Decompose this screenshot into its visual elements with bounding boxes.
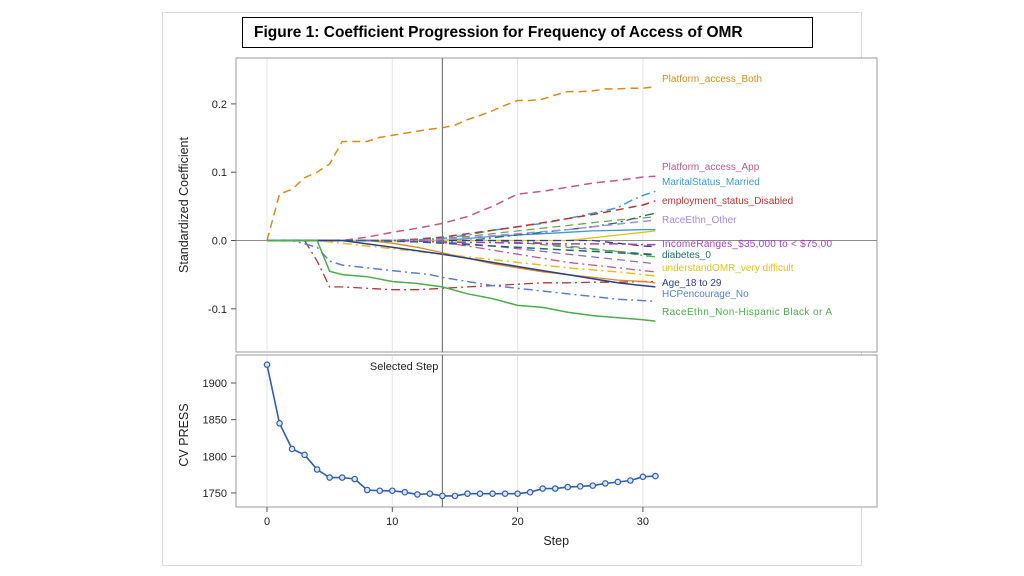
coefficient-line-10 [267,239,656,322]
series-label-6: diabetes_0 [662,250,711,261]
cv-press-point-24 [564,483,572,491]
bottom-ytick-label: 1750 [203,488,227,500]
cv-press-point-18 [489,490,496,497]
cv-press-point-20 [514,490,521,497]
top-ytick-label: 0.0 [212,236,227,248]
top-ytick-label: 0.1 [212,167,227,179]
bottom-xtick-label: 30 [637,516,649,528]
coefficient-line-unlabeled-0 [267,239,656,291]
cv-press-point-5 [326,474,333,481]
cv-press-point-30 [639,473,647,481]
coefficient-line-6 [267,239,656,256]
selected-step-annotation: Selected Step [370,361,439,373]
cv-press-point-11 [401,488,409,496]
series-label-7: understandOMR_very difficult [662,263,794,274]
series-label-0: Platform_access_Both [662,74,762,85]
cv-press-point-15 [451,492,459,500]
series-label-3: employment_status_Disabled [662,196,793,207]
cv-press-point-22 [539,485,546,492]
series-label-8: Age_18 to 29 [662,278,722,289]
series-label-5: IncomeRanges_$35,000 to < $75,00 [662,239,832,250]
cv-press-point-13 [426,490,434,497]
coefficient-line-unlabeled-10 [267,239,656,248]
cv-press-point-17 [476,490,484,497]
cv-press-point-28 [614,478,622,486]
bottom-ytick-label: 1900 [203,378,227,390]
top-ytick-label: 0.2 [212,99,227,111]
cv-press-point-21 [526,488,534,496]
bottom-xtick-label: 0 [264,516,270,528]
series-label-9: HCPencourage_No [662,289,749,300]
bottom-xtick-label: 20 [511,516,523,528]
coefficient-line-4 [267,219,656,242]
cv-press-point-4 [313,466,321,473]
cv-press-point-23 [551,485,559,492]
coefficient-line-3 [267,200,656,242]
bottom-ytick-label: 1800 [203,451,227,463]
coefficient-line-unlabeled-7 [267,239,656,255]
series-label-10: RaceEthn_Non-Hispanic Black or A [662,307,832,318]
cv-press-point-0 [263,361,271,368]
series-label-4: RaceEthn_Other [662,215,737,226]
cv-press-point-25 [576,483,584,490]
cv-press-point-1 [276,420,283,427]
coefficient-line-5 [267,239,656,246]
cv-press-point-14 [439,492,446,500]
top-ylabel: Standardized Coefficient [177,136,191,272]
bottom-xtick-label: 10 [386,516,398,528]
cv-press-point-26 [589,482,597,489]
cv-press-point-9 [376,487,384,495]
bottom-panel-frame [235,354,878,508]
cv-press-point-6 [338,474,346,481]
coefficient-line-0 [266,86,656,241]
top-panel-frame [235,57,878,353]
cv-press-point-29 [627,477,634,484]
cv-press-point-7 [351,475,359,483]
cv-press-point-3 [301,451,308,459]
cv-press-point-16 [464,490,471,497]
bottom-ytick-label: 1850 [203,415,227,427]
cv-press-point-2 [288,445,296,453]
top-ytick-label: -0.1 [208,304,227,316]
bottom-xlabel: Step [543,534,569,548]
cv-press-point-31 [652,472,659,480]
cv-press-point-12 [414,491,421,498]
cv-press-point-10 [388,487,396,495]
cv-press-point-19 [501,490,509,497]
series-label-1: Platform_access_App [662,162,760,173]
coefficient-line-8 [267,239,656,288]
coefficient-line-unlabeled-4 [267,228,656,242]
bottom-ylabel: CV PRESS [177,403,191,466]
cv-press-point-8 [363,486,371,494]
series-label-2: MaritalStatus_Married [662,177,760,188]
coefficient-line-unlabeled-1 [267,239,656,284]
figure-title: Figure 1: Coefficient Progression for Fr… [242,17,813,48]
cv-press-point-27 [602,480,609,487]
